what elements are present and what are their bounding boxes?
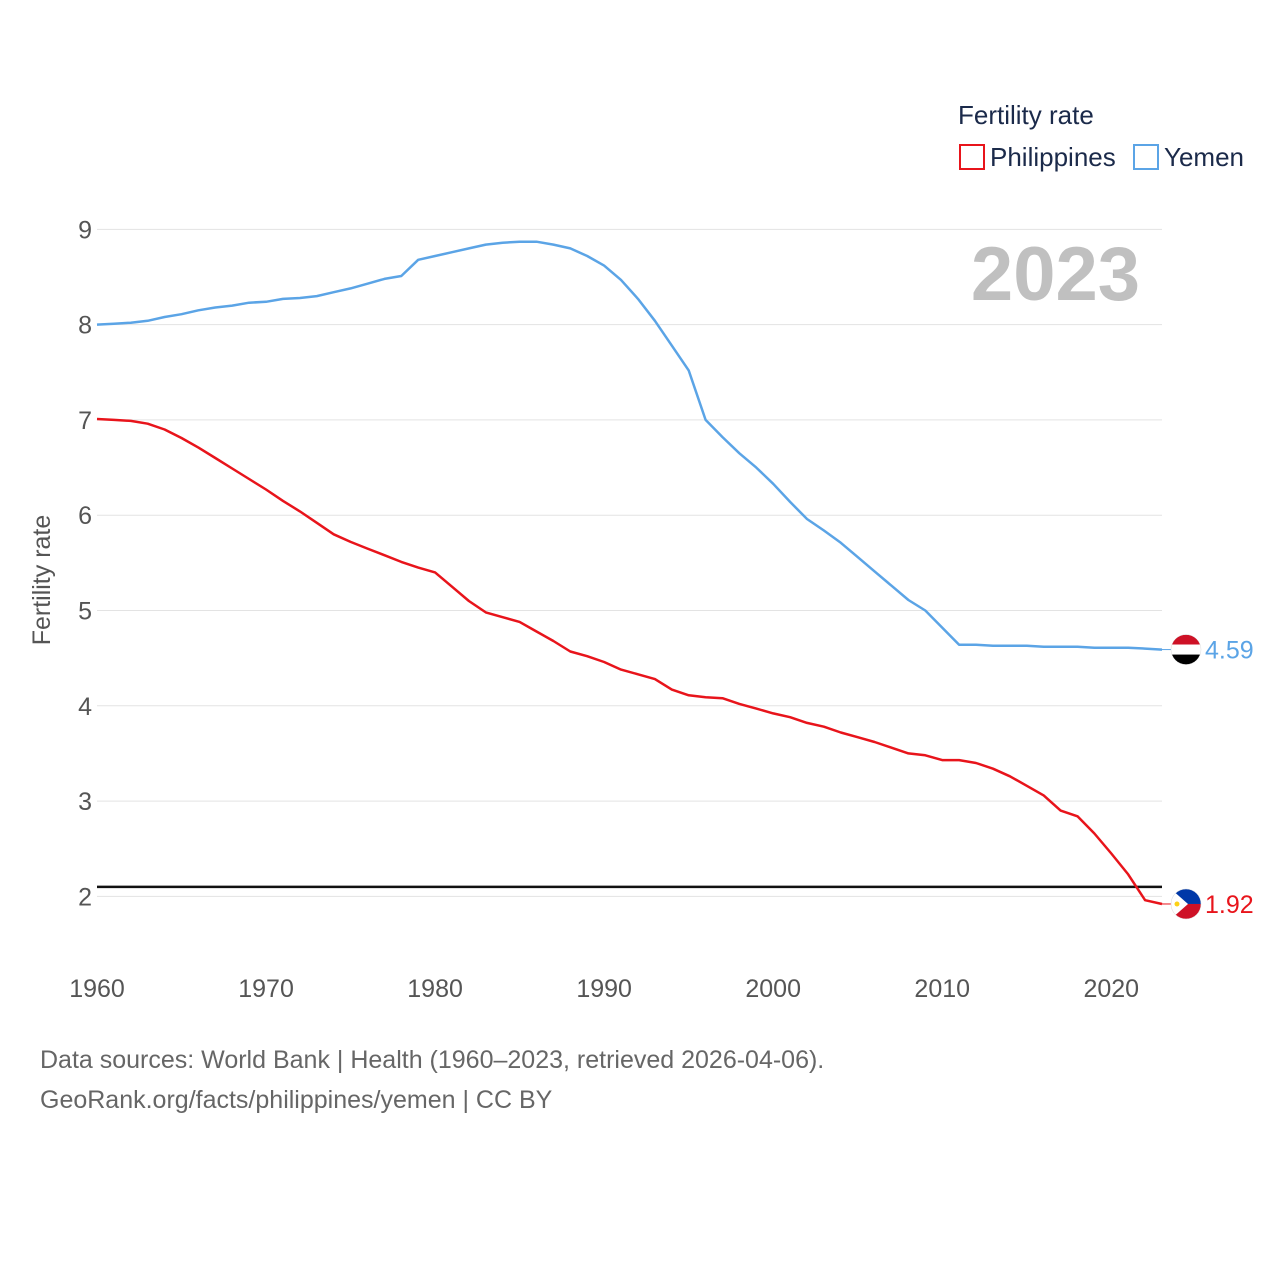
legend-swatch-philippines — [959, 144, 985, 170]
year-watermark: 2023 — [971, 232, 1140, 317]
end-value-label-yemen: 4.59 — [1205, 637, 1254, 665]
source-line-1: Data sources: World Bank | Health (1960–… — [40, 1046, 825, 1074]
y-tick-label: 9 — [78, 216, 92, 244]
x-tick-label: 2020 — [1083, 975, 1139, 1003]
y-axis-title: Fertility rate — [28, 515, 56, 646]
x-tick-label: 1990 — [576, 975, 632, 1003]
philippines-flag-icon — [1170, 888, 1202, 920]
y-tick-label: 6 — [78, 502, 92, 530]
y-tick-label: 8 — [78, 312, 92, 340]
x-tick-label: 1960 — [69, 975, 125, 1003]
x-axis-labels: 1960 1970 1980 1990 2000 2010 2020 — [69, 975, 1139, 1003]
fertility-rate-chart: 2 3 4 5 6 7 8 9 1960 1970 1980 1990 2000 2010 2020 Fe… — [28, 100, 1254, 1003]
yemen-flag-icon — [1170, 634, 1202, 665]
end-value-label-philippines: 1.92 — [1205, 891, 1254, 919]
legend: Fertility rate Philippines Yemen — [958, 100, 1244, 172]
source-note: Data sources: World Bank | Health (1960–… — [40, 1040, 824, 1120]
legend-swatch-yemen — [1133, 144, 1159, 170]
series-line-yemen — [96, 240, 1163, 651]
x-tick-label: 1980 — [407, 975, 463, 1003]
end-markers: 1.92 4.59 — [1162, 634, 1254, 920]
x-tick-label: 1970 — [238, 975, 294, 1003]
series-line-philippines — [96, 417, 1163, 906]
legend-item-yemen[interactable]: Yemen — [1133, 142, 1244, 172]
y-tick-label: 5 — [78, 597, 92, 625]
y-tick-label: 4 — [78, 693, 92, 721]
source-line-2: GeoRank.org/facts/philippines/yemen | CC… — [40, 1086, 553, 1114]
x-tick-label: 2000 — [745, 975, 801, 1003]
legend-label-yemen: Yemen — [1164, 142, 1244, 172]
y-tick-label: 2 — [78, 883, 92, 911]
series-lines — [96, 240, 1163, 906]
legend-title: Fertility rate — [958, 100, 1094, 130]
legend-label-philippines: Philippines — [990, 142, 1116, 172]
x-tick-label: 2010 — [914, 975, 970, 1003]
legend-item-philippines[interactable]: Philippines — [959, 142, 1116, 172]
gridlines — [97, 228, 1162, 897]
y-axis-labels: 2 3 4 5 6 7 8 9 — [78, 216, 92, 911]
y-tick-label: 3 — [78, 788, 92, 816]
y-tick-label: 7 — [78, 407, 92, 435]
